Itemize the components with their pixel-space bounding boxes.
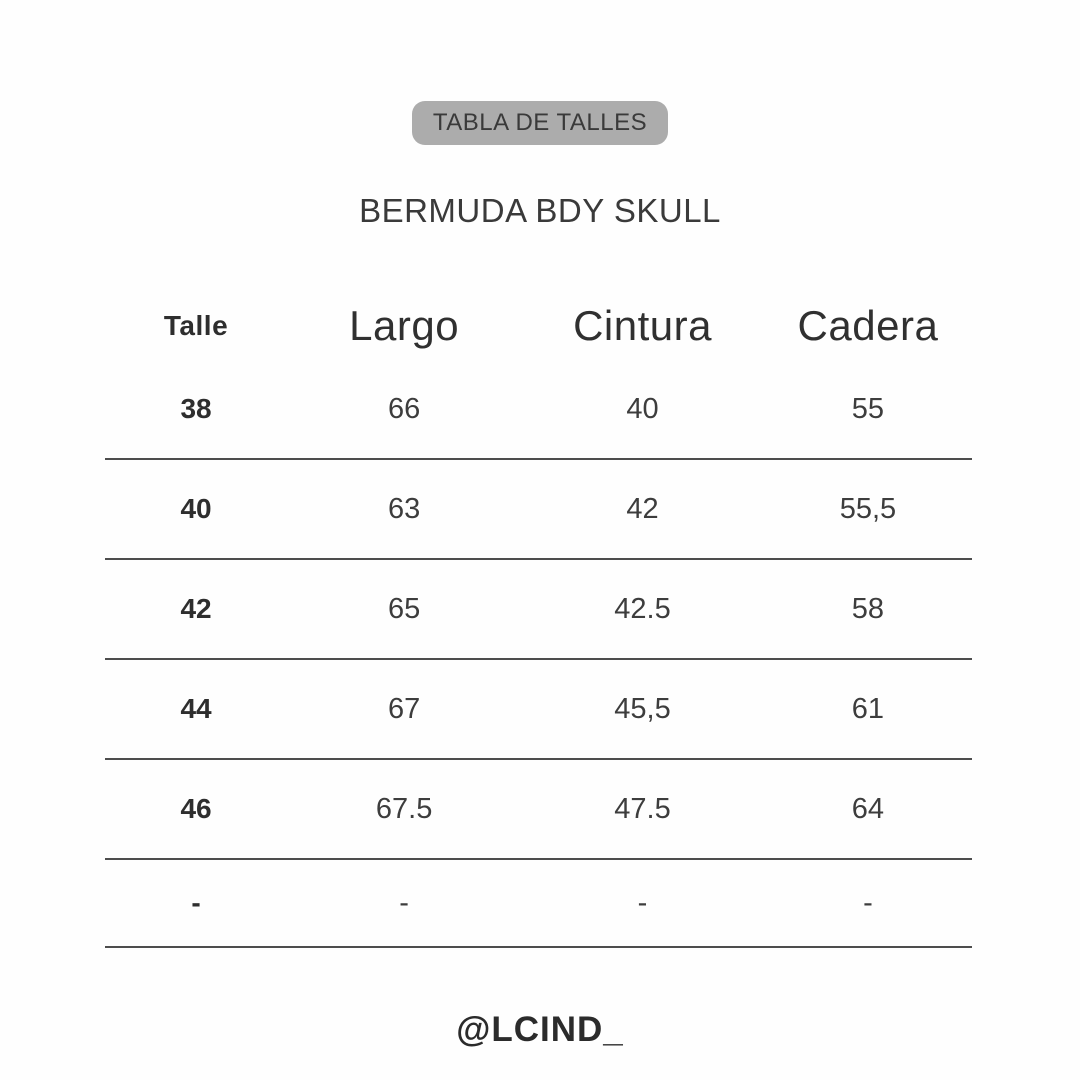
table-row: 46 67.5 47.5 64 <box>105 760 972 860</box>
cell-talle: - <box>191 887 201 918</box>
table-row: 40 63 42 55,5 <box>105 460 972 560</box>
column-header-cintura: Cintura <box>573 302 712 349</box>
cell-largo: 63 <box>387 492 421 525</box>
cell-talle: 44 <box>180 693 212 724</box>
cell-largo: 66 <box>387 392 421 425</box>
size-table: Talle Largo Cintura Cadera 38 66 40 55 4… <box>105 292 972 948</box>
column-header-talle: Talle <box>163 310 229 341</box>
cell-largo: 67.5 <box>375 792 433 825</box>
table-row: 44 67 45,5 61 <box>105 660 972 760</box>
cell-cadera: 58 <box>851 592 885 625</box>
column-header-largo: Largo <box>349 302 460 349</box>
cell-cintura: 47.5 <box>614 792 671 825</box>
cell-cintura: 42 <box>626 492 659 525</box>
cell-largo: 65 <box>387 592 421 625</box>
cell-cintura: 45,5 <box>614 692 671 725</box>
cell-cintura: 42.5 <box>614 592 671 625</box>
cell-talle: 42 <box>180 593 212 624</box>
table-row: 38 66 40 55 <box>105 360 972 460</box>
cell-cintura: 40 <box>626 392 659 425</box>
product-title: BERMUDA BDY SKULL <box>359 192 721 229</box>
brand-handle: @LCIND_ <box>456 1010 624 1049</box>
cell-talle: 38 <box>180 393 212 424</box>
cell-talle: 40 <box>180 493 212 524</box>
table-header-row: Talle Largo Cintura Cadera <box>105 292 972 360</box>
table-row: 42 65 42.5 58 <box>105 560 972 660</box>
cell-cadera: - <box>863 886 873 919</box>
cell-cintura: - <box>637 886 648 919</box>
cell-largo: - <box>399 886 409 919</box>
cell-cadera: 61 <box>851 692 885 725</box>
badge-container: TABLA DE TALLES <box>0 101 1080 145</box>
cell-talle: 46 <box>180 793 212 824</box>
table-row-empty: - - - - <box>105 860 972 948</box>
cell-cadera: 55,5 <box>839 492 897 525</box>
column-header-cadera: Cadera <box>797 302 939 349</box>
cell-cadera: 55 <box>851 392 885 425</box>
cell-cadera: 64 <box>851 792 885 825</box>
cell-largo: 67 <box>387 692 421 725</box>
table-badge: TABLA DE TALLES <box>411 101 669 145</box>
